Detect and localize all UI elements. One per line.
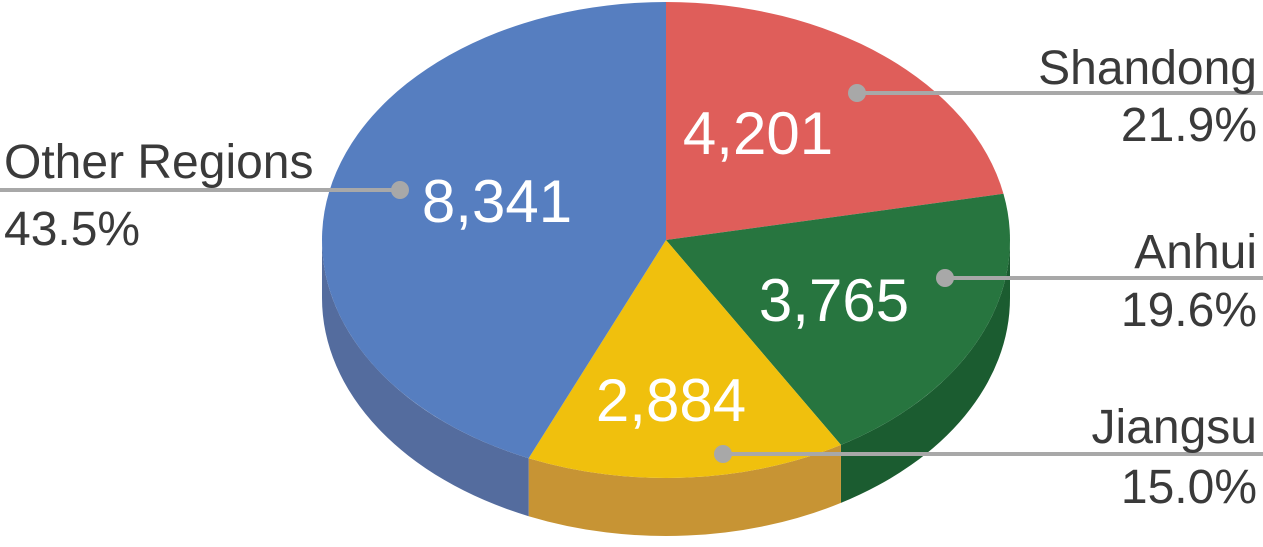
pie-slice-anhui	[666, 193, 1011, 445]
pie-slice-other-regions	[322, 2, 666, 459]
percent-label-jiangsu: 15.0%	[1121, 461, 1257, 514]
value-label-anhui: 3,765	[759, 267, 909, 334]
value-label-group: 4,201 3,765 2,884 8,341	[422, 100, 909, 434]
leader-line-group	[0, 84, 1263, 463]
value-label-jiangsu: 2,884	[596, 367, 746, 434]
pie-rim-anhui	[840, 240, 1010, 503]
leader-dot-shandong	[848, 84, 866, 102]
percent-label-other-regions: 43.5%	[4, 203, 140, 256]
value-label-shandong: 4,201	[683, 100, 833, 167]
percent-label-anhui: 19.6%	[1121, 284, 1257, 337]
category-label-shandong: Shandong	[1038, 42, 1257, 95]
pie-slice-shandong	[666, 2, 1004, 240]
category-label-jiangsu: Jiangsu	[1092, 401, 1257, 454]
pie-slice-group	[322, 2, 1011, 479]
category-label-other-regions: Other Regions	[4, 136, 314, 189]
pie-slice-jiangsu	[528, 240, 841, 479]
value-label-other-regions: 8,341	[422, 168, 572, 235]
leader-dot-jiangsu	[714, 445, 732, 463]
pie-rim-jiangsu	[528, 444, 841, 536]
leader-dot-other-regions	[391, 181, 409, 199]
category-label-group: Shandong 21.9% Anhui 19.6% Jiangsu 15.0%…	[4, 42, 1257, 514]
category-label-anhui: Anhui	[1134, 226, 1257, 279]
pie-3d-rim-group	[322, 240, 1010, 536]
pie-rim-other-regions	[322, 240, 529, 517]
percent-label-shandong: 21.9%	[1121, 99, 1257, 152]
leader-dot-anhui	[936, 269, 954, 287]
